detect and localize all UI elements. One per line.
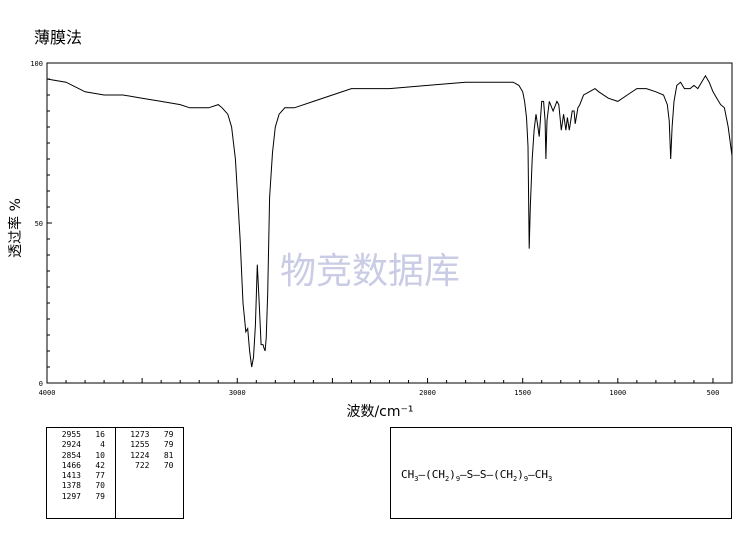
- y-axis-label: 透过率 %: [7, 198, 24, 258]
- x-tick-label: 1000: [609, 389, 626, 397]
- peak-row: 1378 70: [51, 481, 115, 491]
- formula-s-left: S: [466, 468, 474, 481]
- y-tick-label: 50: [35, 220, 43, 228]
- formula-sub: 2: [444, 475, 450, 484]
- structure-formula-box: CH3—(CH2)9—S—S—(CH2)9—CH3: [390, 427, 732, 519]
- formula-ch3-right: CH: [534, 468, 548, 481]
- peak-row: 1413 77: [51, 471, 115, 481]
- peak-transmittance: 10: [95, 450, 105, 460]
- peak-wavenumber: 1273: [130, 430, 150, 439]
- peak-wavenumber: 1224: [130, 450, 150, 460]
- x-tick-label: 2000: [419, 389, 436, 397]
- peak-row: 2924 4: [51, 440, 115, 450]
- peak-transmittance: 16: [95, 430, 105, 439]
- spectrum-line: [46, 74, 733, 368]
- peak-wavenumber: 1378: [61, 481, 81, 491]
- peak-wavenumber: 2955: [61, 430, 81, 439]
- method-label: 薄膜法: [34, 28, 83, 47]
- x-tick-label: 3000: [229, 389, 246, 397]
- peak-row: 2854 10: [51, 451, 115, 461]
- peak-transmittance: 79: [163, 440, 174, 450]
- peak-table-column: 1273 79 1255 79 1224 81 722 70: [114, 428, 184, 518]
- peak-transmittance: 70: [95, 481, 105, 491]
- peak-transmittance: 77: [95, 471, 105, 481]
- watermark: 物竞数据库: [280, 251, 460, 292]
- formula-sub: 2: [513, 475, 518, 484]
- y-tick-label: 100: [30, 60, 43, 68]
- peak-wavenumber: 1466: [61, 460, 81, 470]
- structure-formula: CH3—(CH2)9—S—S—(CH2)9—CH3: [401, 468, 553, 484]
- formula-ch3-left: CH: [401, 468, 415, 481]
- peak-transmittance: 4: [100, 440, 105, 450]
- y-tick-label: 0: [39, 380, 43, 388]
- x-tick-label: 500: [707, 389, 720, 397]
- formula-s-right: S: [479, 468, 487, 481]
- peak-wavenumber: 1297: [61, 491, 81, 501]
- peak-wavenumber: 722: [135, 460, 150, 470]
- peak-wavenumber: 2924: [61, 440, 81, 450]
- plot-frame: [46, 62, 733, 384]
- formula-close-left: ): [449, 468, 456, 481]
- peak-row: 1273 79: [120, 430, 184, 440]
- peak-row: 2955 16: [51, 430, 115, 440]
- formula-ch2-right: (CH: [493, 468, 514, 481]
- x-tick-label: 4000: [39, 389, 56, 397]
- peak-table-column: 2955 16 2924 4 2854 10 1466 42 1413 77 1378 70 1297 7…: [47, 428, 115, 518]
- peak-transmittance: 79: [95, 491, 105, 501]
- peak-transmittance: 42: [95, 460, 105, 470]
- formula-sub: 3: [414, 475, 419, 484]
- peak-transmittance: 81: [163, 450, 174, 460]
- peak-row: 1466 42: [51, 461, 115, 471]
- peak-wavenumber: 1255: [130, 440, 150, 450]
- peak-row: 722 70: [120, 461, 184, 471]
- peak-wavenumber: 1413: [61, 471, 81, 481]
- peak-wavenumber: 2854: [61, 450, 81, 460]
- ir-spectrum-chart: 物竞数据库 0 50 100 4000 3000 2000 1500 1000 500 波数/…: [7, 60, 733, 420]
- peak-row: 1224 81: [120, 451, 184, 461]
- x-axis-label: 波数/cm⁻¹: [346, 404, 413, 420]
- x-tick-label: 1500: [514, 389, 531, 397]
- formula-repeat-right: 9: [523, 475, 529, 484]
- peak-row: 1255 79: [120, 440, 184, 450]
- peak-row: 1297 79: [51, 492, 115, 502]
- formula-sub: 3: [547, 475, 553, 484]
- peak-transmittance: 79: [163, 430, 174, 439]
- formula-ch2-left: (CH: [425, 468, 445, 481]
- formula-close-right: ): [517, 468, 524, 481]
- formula-repeat-left: 9: [455, 475, 461, 484]
- peak-table: 2955 16 2924 4 2854 10 1466 42 1413 77 1378 70 1297 7…: [46, 427, 184, 519]
- peak-transmittance: 70: [163, 460, 174, 470]
